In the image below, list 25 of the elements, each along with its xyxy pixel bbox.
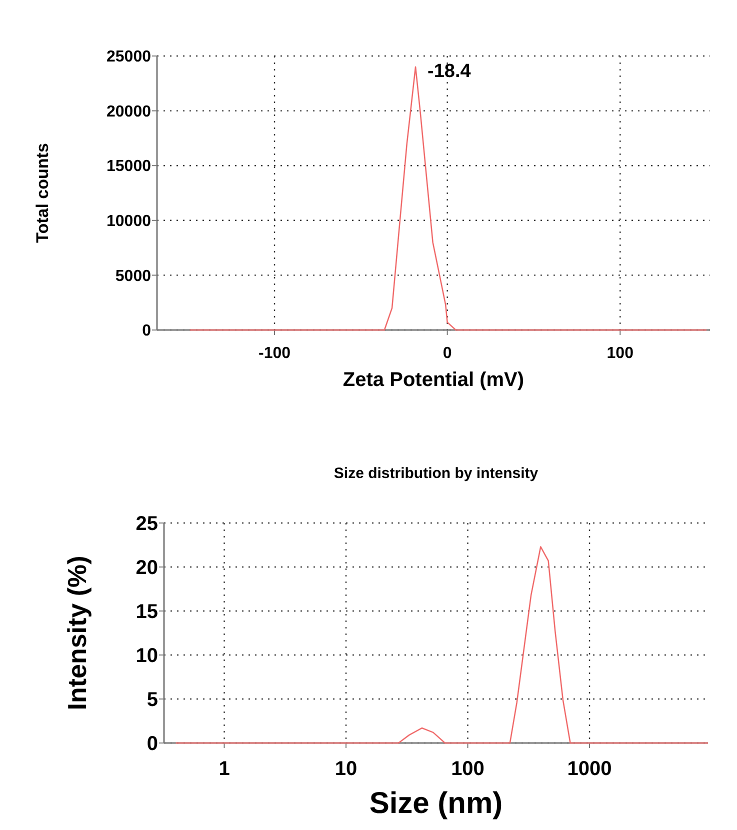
x-tick-label: 0: [442, 345, 452, 362]
y-tick-label: 0: [142, 322, 152, 340]
y-tick-label: 5000: [115, 268, 152, 285]
chart-title: Size distribution by intensity: [334, 465, 539, 482]
x-tick-label: 1: [218, 758, 230, 780]
y-tick-label: 0: [146, 733, 158, 755]
annotation: -18.4: [428, 60, 472, 82]
y-tick-label: 10: [136, 645, 158, 667]
y-axis-title: Intensity (%): [62, 556, 92, 710]
y-tick-label: 15000: [106, 158, 152, 176]
y-tick-label: 20000: [106, 103, 152, 120]
y-tick-label: 15: [136, 601, 158, 623]
y-tick-label: 10000: [106, 213, 152, 230]
x-tick-label: -100: [258, 345, 291, 362]
y-tick-label: 25000: [106, 48, 152, 66]
y-axis-title: Total counts: [33, 143, 52, 243]
x-tick-label: 10: [334, 758, 358, 780]
x-tick-label: 100: [606, 345, 634, 362]
y-tick-label: 20: [136, 557, 158, 579]
x-tick-label: 100: [451, 758, 484, 780]
x-axis-title: Size (nm): [369, 787, 503, 820]
y-tick-label: 25: [136, 513, 158, 535]
y-tick-label: 5: [146, 689, 158, 711]
x-tick-label: 1000: [567, 758, 612, 780]
x-axis-title: Zeta Potential (mV): [342, 369, 524, 391]
